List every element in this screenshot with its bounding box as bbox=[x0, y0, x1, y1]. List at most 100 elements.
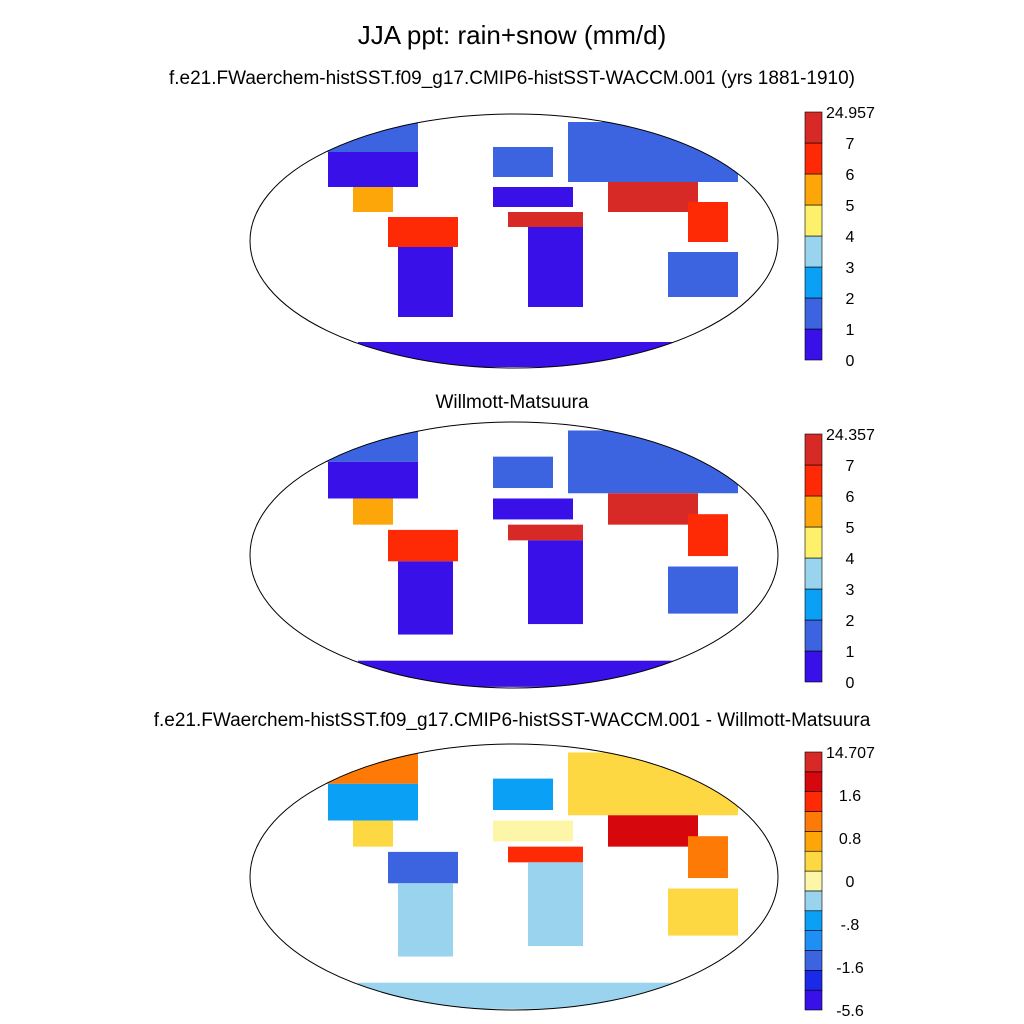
colorbar-swatch bbox=[804, 266, 823, 299]
colorbar-tick-label: -5.6 bbox=[836, 1003, 864, 1020]
colorbar-swatch bbox=[804, 297, 823, 330]
colorbar-tick-label: 2 bbox=[846, 613, 855, 630]
colorbar-swatch bbox=[804, 495, 823, 528]
map-region-asia-north bbox=[568, 752, 738, 816]
colorbar-tick-label: 3 bbox=[846, 260, 855, 277]
colorbar-tick-label: -.8 bbox=[841, 917, 860, 934]
colorbar-swatch bbox=[804, 204, 823, 237]
map-region-north-america-mid bbox=[328, 152, 418, 187]
colorbar-tick-label: 0 bbox=[846, 353, 855, 370]
colorbar-tick-label: 1.6 bbox=[839, 788, 861, 805]
map-region-antarctica bbox=[358, 342, 678, 367]
map-region-amazon-north bbox=[388, 529, 458, 562]
colorbar-swatch bbox=[804, 910, 823, 931]
map-region-sahara bbox=[493, 820, 573, 842]
map-region-europe bbox=[493, 456, 553, 489]
colorbar-swatch bbox=[804, 557, 823, 590]
colorbar-tick-label: 1 bbox=[846, 644, 855, 661]
map-region-sahel bbox=[508, 524, 583, 541]
main-title: JJA ppt: rain+snow (mm/d) bbox=[357, 20, 667, 50]
colorbar-swatch bbox=[804, 142, 823, 175]
map-region-asia-north bbox=[568, 430, 738, 494]
map-region-amazon-north bbox=[388, 217, 458, 247]
map-region-southeast-asia bbox=[688, 836, 728, 879]
colorbar-tick-label: 7 bbox=[846, 458, 855, 475]
panel-1-colorbar: 24.957 7 6 5 4 3 2 1 0 bbox=[804, 105, 875, 370]
map-region-sahel bbox=[508, 212, 583, 227]
panel-2-colorbar: 24.357 7 6 5 4 3 2 1 0 bbox=[804, 427, 875, 692]
colorbar-tick-label: -1.6 bbox=[836, 960, 864, 977]
map-region-north-america-mid bbox=[328, 783, 418, 821]
panel-3-map bbox=[249, 743, 779, 1011]
colorbar-swatch bbox=[804, 950, 823, 971]
map-region-australia bbox=[668, 252, 738, 297]
colorbar-swatch bbox=[804, 751, 823, 773]
map-region-sahel bbox=[508, 846, 583, 863]
colorbar-swatch bbox=[804, 791, 823, 812]
map-region-africa-south bbox=[528, 540, 583, 625]
colorbar-tick-label: 4 bbox=[846, 229, 855, 246]
map-region-europe bbox=[493, 778, 553, 811]
colorbar-swatch bbox=[804, 588, 823, 621]
colorbar-swatch bbox=[804, 811, 823, 832]
map-region-antarctica bbox=[358, 982, 678, 1009]
map-region-asia-north bbox=[568, 122, 738, 182]
colorbar-tick-label: 6 bbox=[846, 489, 855, 506]
map-region-southeast-asia bbox=[688, 202, 728, 242]
map-region-central-america bbox=[353, 820, 393, 847]
colorbar-swatch bbox=[804, 890, 823, 912]
colorbar-tick-label: 7 bbox=[846, 136, 855, 153]
map-outline bbox=[249, 421, 779, 689]
map-region-europe bbox=[493, 147, 553, 177]
colorbar-swatch bbox=[804, 970, 823, 991]
map-region-south-america-south bbox=[398, 561, 453, 635]
map-region-antarctica bbox=[358, 660, 678, 687]
colorbar-tick-label: 0 bbox=[846, 675, 855, 692]
colorbar-tick-label: 0.8 bbox=[839, 831, 861, 848]
colorbar-tick-label: 24.357 bbox=[826, 427, 875, 444]
panel-1-title: f.e21.FWaerchem-histSST.f09_g17.CMIP6-hi… bbox=[168, 68, 855, 89]
colorbar-tick-label: 1 bbox=[846, 322, 855, 339]
map-outline bbox=[249, 113, 779, 369]
map-region-south-america-south bbox=[398, 883, 453, 957]
map-region-south-asia bbox=[608, 493, 698, 525]
colorbar-tick-label: 3 bbox=[846, 582, 855, 599]
panel-2-map-fill bbox=[308, 430, 738, 687]
colorbar-tick-label: 5 bbox=[846, 520, 855, 537]
colorbar-swatch bbox=[804, 464, 823, 497]
colorbar-tick-label: 4 bbox=[846, 551, 855, 568]
colorbar-swatch bbox=[804, 111, 823, 144]
colorbar-swatch bbox=[804, 433, 823, 466]
colorbar-tick-label: 14.707 bbox=[826, 745, 875, 762]
panel-3-map-fill bbox=[308, 752, 738, 1009]
map-region-sahara bbox=[493, 187, 573, 207]
colorbar-swatch bbox=[804, 989, 823, 1011]
colorbar-swatch bbox=[804, 328, 823, 361]
map-outline bbox=[249, 743, 779, 1011]
map-region-south-america-south bbox=[398, 247, 453, 317]
map-region-africa-south bbox=[528, 862, 583, 947]
panel-1-map-fill bbox=[308, 122, 738, 367]
map-region-amazon-north bbox=[388, 851, 458, 884]
map-region-africa-south bbox=[528, 227, 583, 307]
map-region-central-america bbox=[353, 498, 393, 525]
colorbar-swatch bbox=[804, 235, 823, 268]
colorbar-swatch bbox=[804, 930, 823, 951]
map-region-south-asia bbox=[608, 182, 698, 212]
colorbar-tick-label: 24.957 bbox=[826, 105, 875, 122]
colorbar-swatch bbox=[804, 771, 823, 792]
panel-1-map bbox=[249, 113, 779, 369]
panel-3-title: f.e21.FWaerchem-histSST.f09_g17.CMIP6-hi… bbox=[153, 710, 871, 731]
colorbar-swatch bbox=[804, 619, 823, 652]
map-region-southeast-asia bbox=[688, 514, 728, 557]
colorbar-swatch bbox=[804, 850, 823, 872]
colorbar-tick-label: 5 bbox=[846, 198, 855, 215]
colorbar-tick-label: 2 bbox=[846, 291, 855, 308]
colorbar-swatch bbox=[804, 650, 823, 683]
map-region-australia bbox=[668, 888, 738, 936]
map-region-australia bbox=[668, 566, 738, 614]
colorbar-swatch bbox=[804, 831, 823, 852]
colorbar-swatch bbox=[804, 173, 823, 206]
map-region-south-asia bbox=[608, 815, 698, 847]
colorbar-tick-label: 0 bbox=[846, 874, 855, 891]
